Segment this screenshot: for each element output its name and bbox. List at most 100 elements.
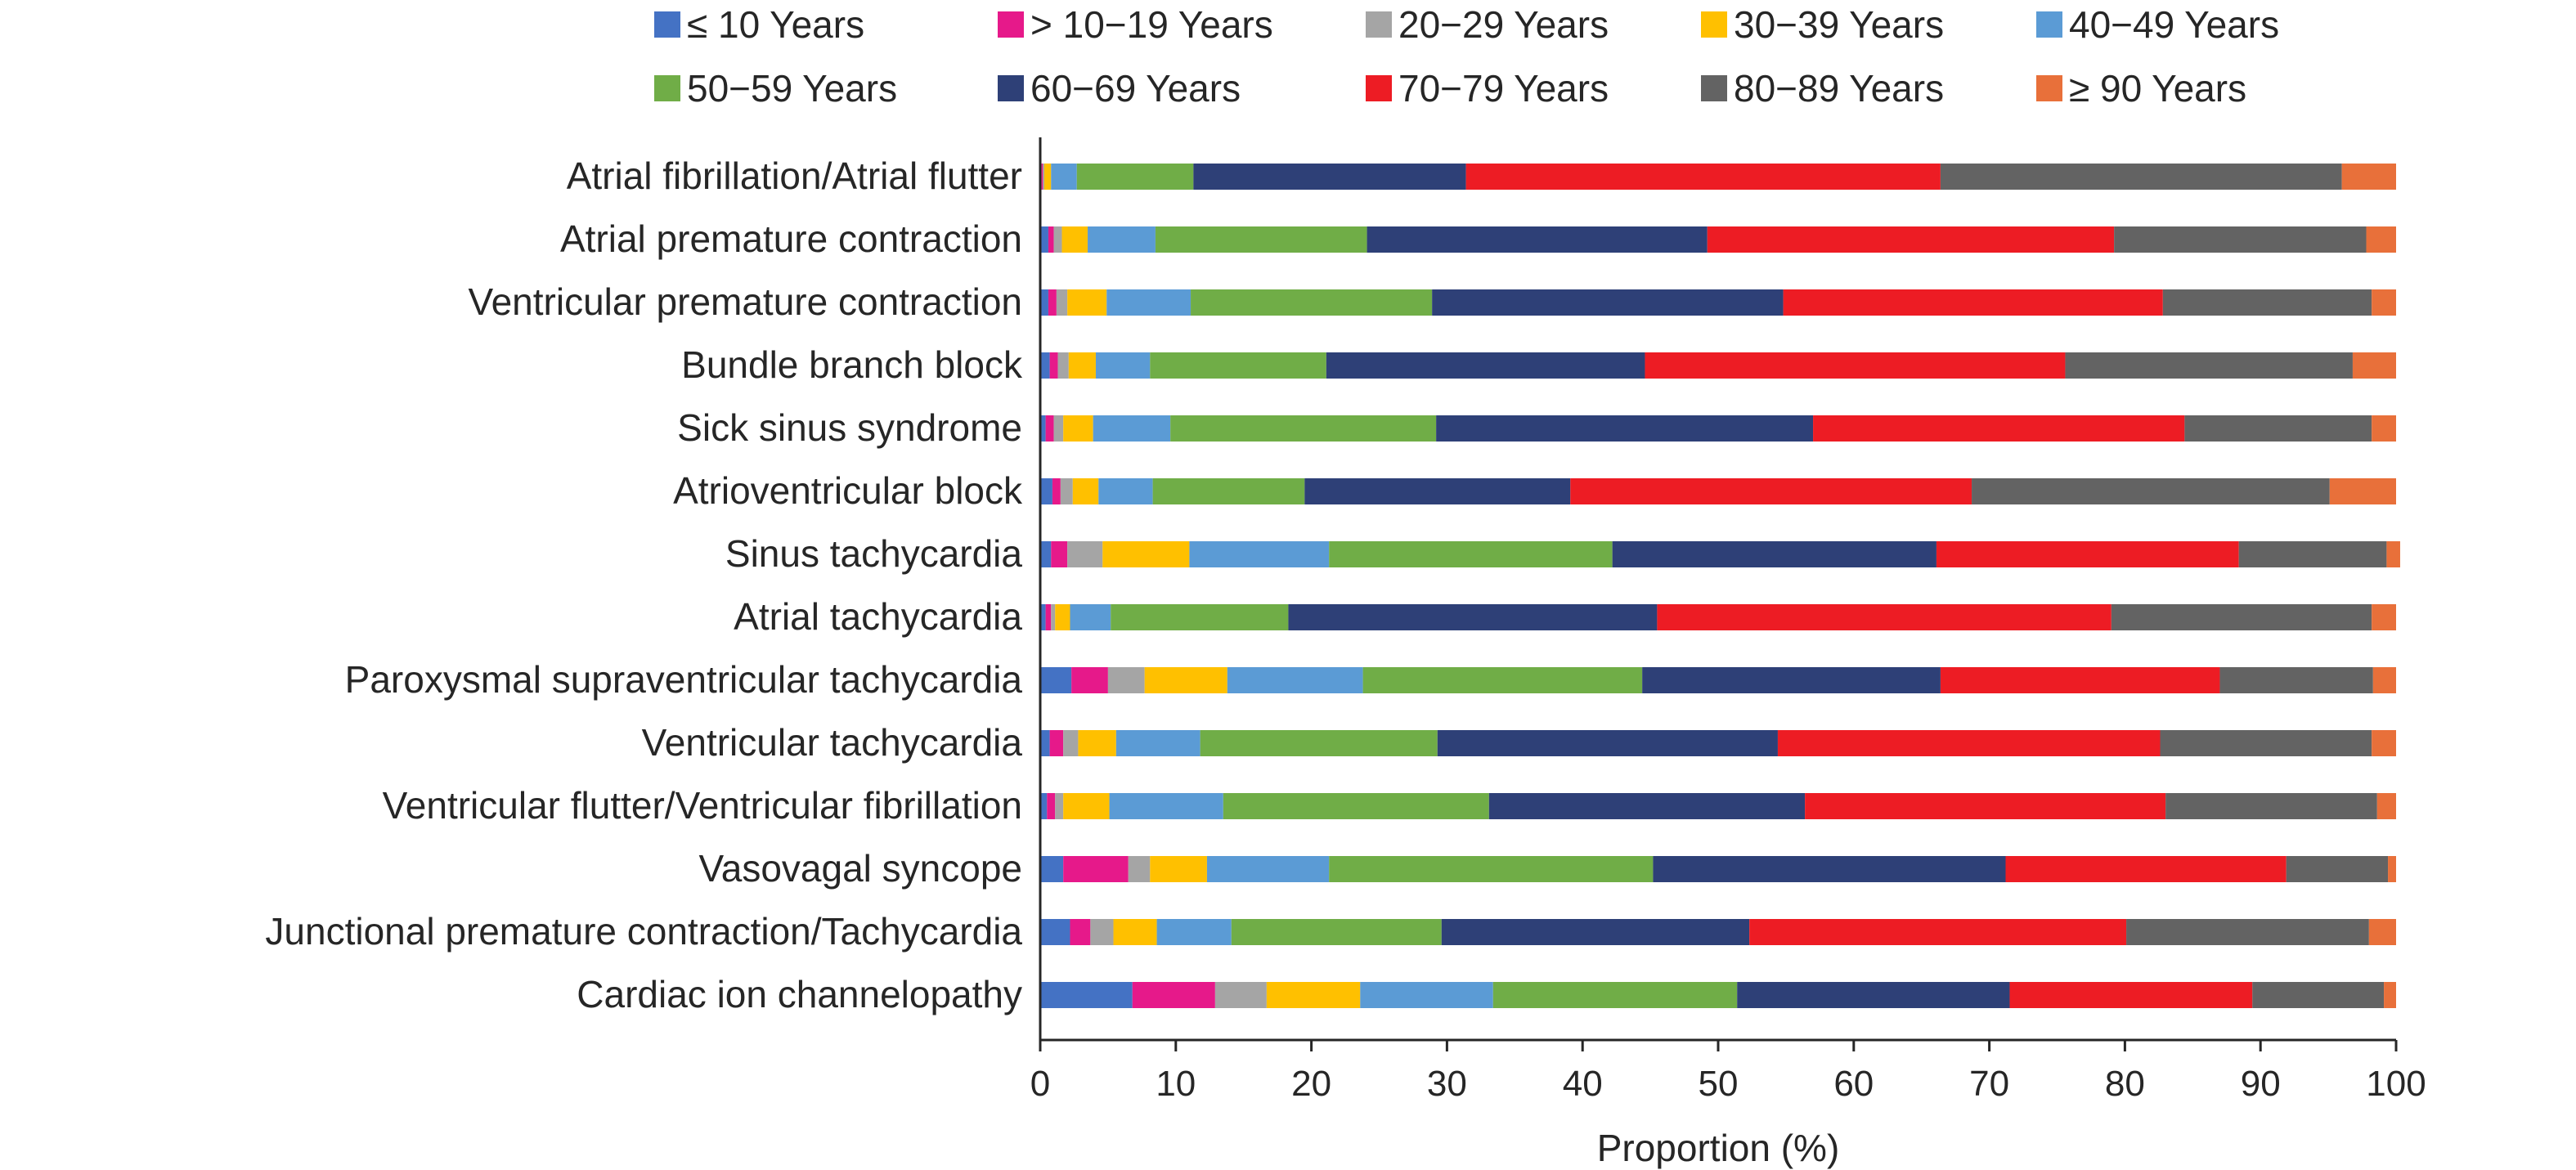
bar-segment	[1095, 352, 1151, 379]
bar-segment	[2386, 541, 2400, 567]
category-label: Junctional premature contraction/Tachyca…	[265, 910, 1022, 953]
bar-segment	[1109, 793, 1223, 819]
bar-segment	[2165, 793, 2377, 819]
bar-segment	[1266, 982, 1361, 1008]
bar-segment	[1155, 226, 1367, 253]
bar-segment	[1093, 415, 1171, 442]
bar-segment	[1360, 982, 1493, 1008]
bar-segment	[1189, 541, 1330, 567]
bar-segment	[1098, 478, 1153, 504]
bar-segment	[1041, 164, 1043, 190]
bar-segment	[1223, 793, 1489, 819]
bar-segment	[1063, 730, 1079, 756]
x-tick-label: 60	[1833, 1064, 1874, 1104]
bar-segment	[1645, 352, 2066, 379]
bar-segment	[1090, 919, 1114, 945]
bar-segment	[2219, 667, 2373, 693]
bar-segment	[2160, 730, 2372, 756]
bar-segment	[1040, 478, 1052, 504]
bar-segment	[1040, 415, 1046, 442]
bar-segment	[1156, 919, 1232, 945]
bar-segment	[1106, 289, 1192, 316]
category-label: Ventricular flutter/Ventricular fibrilla…	[383, 784, 1022, 827]
bar-segment	[1051, 164, 1077, 190]
bar-segment	[1737, 982, 2010, 1008]
bar-segment	[1193, 164, 1466, 190]
category-label: Vasovagal syncope	[698, 847, 1022, 890]
x-tick-label: 20	[1291, 1064, 1331, 1104]
legend-label: 80−89 Years	[1734, 67, 1944, 110]
bar-segment	[1115, 730, 1200, 756]
bar-segment	[2065, 352, 2353, 379]
bar-segment	[1067, 541, 1103, 567]
bar-segment	[1040, 793, 1048, 819]
bar-segment	[1048, 289, 1057, 316]
category-label: Cardiac ion channelopathy	[577, 973, 1022, 1015]
bar-segment	[1777, 730, 2161, 756]
x-tick-label: 90	[2241, 1064, 2281, 1104]
bar-segment	[1653, 856, 2006, 882]
bar-segment	[1329, 541, 1613, 567]
bar-segment	[1049, 352, 1058, 379]
legend-label: 30−39 Years	[1734, 3, 1944, 46]
bar-segment	[2126, 919, 2369, 945]
category-label: Bundle branch block	[681, 343, 1023, 386]
category-label: Ventricular premature contraction	[468, 280, 1022, 323]
bar-segment	[2009, 982, 2253, 1008]
bar-segment	[1049, 730, 1064, 756]
bar-segment	[1214, 982, 1267, 1008]
bar-segment	[1063, 415, 1093, 442]
bar-segment	[1070, 919, 1091, 945]
bar-segment	[1063, 856, 1129, 882]
legend-swatch	[654, 11, 680, 38]
legend-label: 20−29 Years	[1398, 3, 1609, 46]
bar-segment	[1191, 289, 1433, 316]
bar-segment	[2111, 604, 2372, 630]
bar-segment	[1326, 352, 1645, 379]
bar-segment	[1227, 667, 1363, 693]
bar-segment	[1053, 415, 1064, 442]
bars	[1040, 164, 2400, 1008]
bar-segment	[1043, 164, 1044, 190]
bar-segment	[1040, 919, 1070, 945]
legend-label: > 10−19 Years	[1030, 3, 1273, 46]
bar-segment	[1071, 667, 1108, 693]
legend-swatch	[2036, 75, 2062, 101]
category-label: Atrial premature contraction	[560, 217, 1022, 260]
legend-swatch	[654, 75, 680, 101]
bar-segment	[1128, 856, 1151, 882]
bar-segment	[1068, 352, 1096, 379]
category-label: Paroxysmal supraventricular tachycardia	[345, 658, 1023, 701]
legend-label: ≤ 10 Years	[687, 3, 864, 46]
legend-swatch	[998, 11, 1024, 38]
bar-segment	[1150, 352, 1326, 379]
bar-segment	[1048, 226, 1054, 253]
bar-segment	[2368, 919, 2396, 945]
bar-segment	[1063, 793, 1110, 819]
bar-segment	[1940, 667, 2220, 693]
bar-segment	[1078, 730, 1116, 756]
bar-segment	[2162, 289, 2372, 316]
x-tick-label: 100	[2366, 1064, 2426, 1104]
bar-segment	[2372, 289, 2396, 316]
legend-swatch	[1366, 75, 1392, 101]
bar-segment	[1040, 730, 1050, 756]
x-tick-label: 10	[1156, 1064, 1196, 1104]
legend-label: 50−59 Years	[687, 67, 897, 110]
x-tick-label: 50	[1699, 1064, 1739, 1104]
bar-segment	[2384, 982, 2396, 1008]
bar-segment	[1067, 289, 1107, 316]
bar-segment	[1061, 226, 1088, 253]
bar-segment	[1047, 793, 1056, 819]
bar-segment	[1040, 667, 1072, 693]
bar-segment	[1200, 730, 1438, 756]
bar-segment	[1088, 226, 1156, 253]
bar-segment	[1056, 289, 1068, 316]
x-tick-label: 70	[1969, 1064, 2009, 1104]
bar-segment	[2352, 352, 2396, 379]
bar-segment	[2366, 226, 2396, 253]
bar-segment	[1045, 604, 1052, 630]
bar-segment	[1051, 541, 1068, 567]
bar-segment	[1152, 478, 1305, 504]
